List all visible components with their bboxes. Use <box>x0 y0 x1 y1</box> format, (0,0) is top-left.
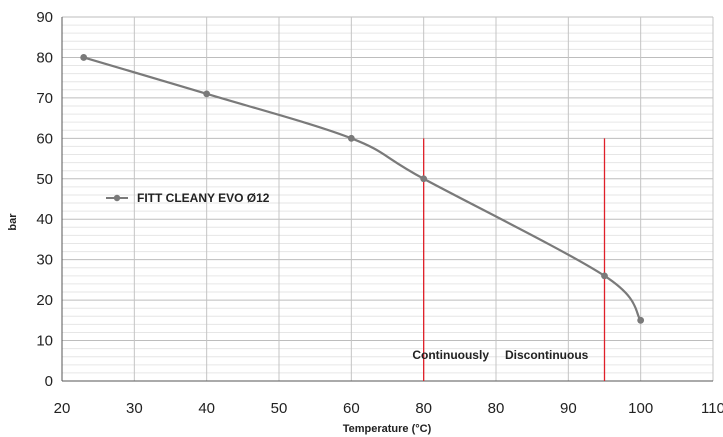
series-line <box>83 56 642 322</box>
annotation-continuously: Continuously <box>412 348 489 362</box>
legend-label: FITT CLEANY EVO Ø12 <box>137 191 270 205</box>
x-tick-label: 80 <box>488 400 505 417</box>
annotation-discontinuous: Discontinuous <box>505 348 589 362</box>
x-tick-label: 60 <box>343 400 360 417</box>
x-tick-label: 30 <box>126 400 143 417</box>
x-tick-label: 110 <box>701 400 723 417</box>
tick-labels: 0 10 20 30 40 50 60 70 80 90 20 30 40 50 60 80 80 90 100 11… <box>36 9 723 417</box>
legend: FITT CLEANY EVO Ø12 <box>106 191 270 205</box>
y-axis-title: bar <box>7 213 19 231</box>
x-tick-label: 20 <box>54 400 71 417</box>
y-tick-label: 70 <box>36 90 53 107</box>
y-tick-label: 30 <box>36 252 53 269</box>
legend-marker <box>113 194 121 202</box>
x-tick-label: 50 <box>271 400 288 417</box>
x-tick-label: 100 <box>628 400 653 417</box>
data-point <box>203 90 211 98</box>
series <box>80 54 645 324</box>
x-axis-title: Temperature (°C) <box>343 423 432 435</box>
x-tick-label: 80 <box>415 400 432 417</box>
x-tick-label: 40 <box>198 400 215 417</box>
data-point <box>80 54 88 61</box>
data-point <box>637 316 645 324</box>
data-point <box>601 272 608 280</box>
y-tick-label: 90 <box>36 9 53 26</box>
data-point <box>420 175 428 183</box>
y-tick-label: 20 <box>36 292 53 309</box>
y-tick-label: 10 <box>36 333 53 350</box>
y-tick-label: 0 <box>45 373 53 390</box>
x-tick-label: 90 <box>560 400 577 417</box>
y-tick-label: 60 <box>36 130 53 147</box>
y-tick-label: 40 <box>36 211 53 228</box>
y-tick-label: 80 <box>36 49 53 66</box>
data-point <box>347 134 355 142</box>
y-tick-label: 50 <box>36 171 53 188</box>
